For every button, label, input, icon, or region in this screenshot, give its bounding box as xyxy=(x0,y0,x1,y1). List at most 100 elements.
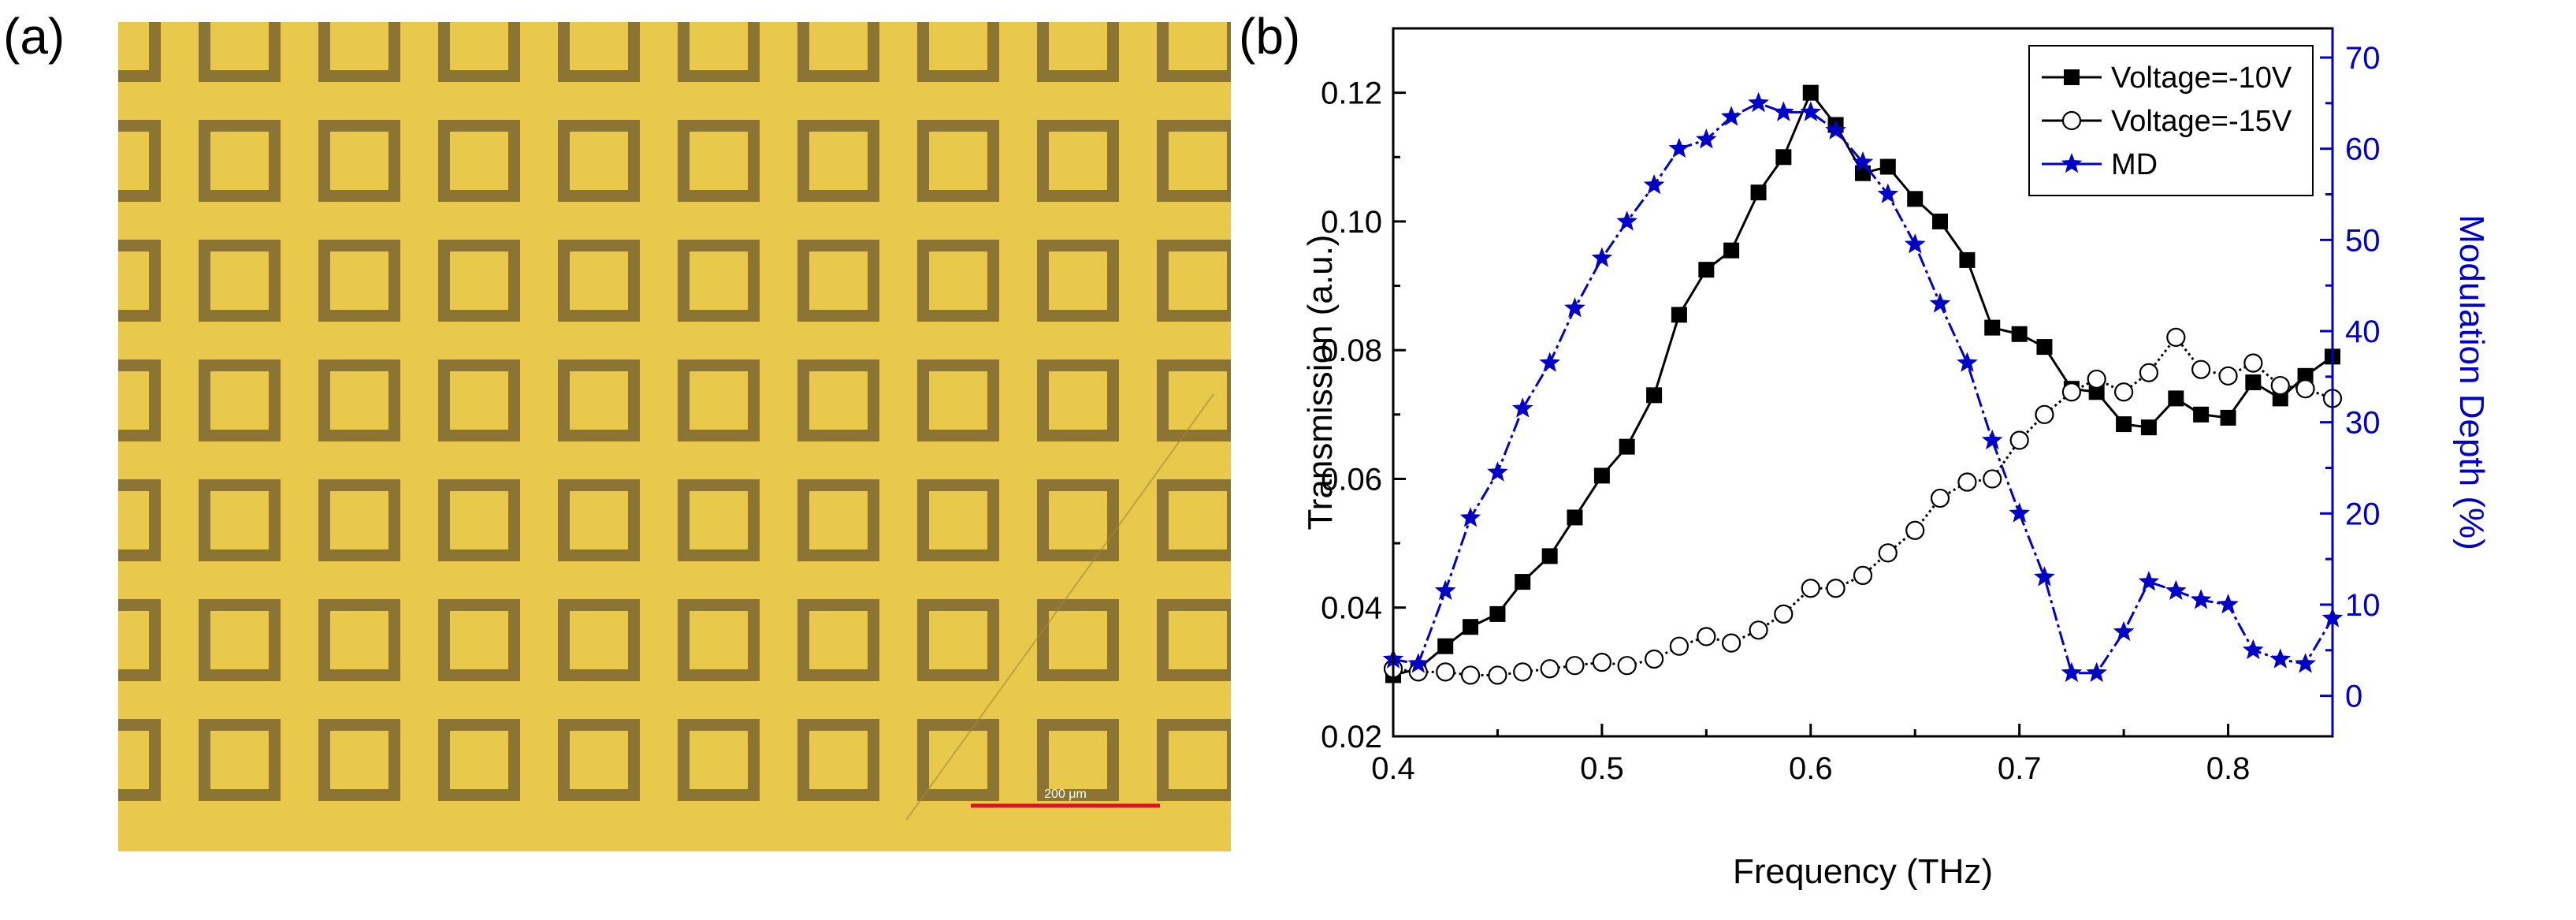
data-point xyxy=(1511,397,1533,418)
square-ring xyxy=(1157,719,1231,801)
data-point xyxy=(1407,653,1429,673)
square-ring xyxy=(318,359,400,441)
panel-b-label: (b) xyxy=(1239,8,1300,65)
square-ring xyxy=(797,479,879,561)
data-point xyxy=(2061,661,2083,683)
x-axis-title: Frequency (THz) xyxy=(1733,852,1993,891)
data-point xyxy=(1668,137,1690,158)
square-ring xyxy=(199,719,281,801)
data-point xyxy=(2243,639,2264,660)
data-point xyxy=(2009,502,2030,523)
data-point xyxy=(1775,149,1792,166)
data-point xyxy=(2193,406,2210,423)
x-tick-labels: 0.4 0.5 0.6 0.7 0.8 xyxy=(1371,751,2250,786)
square-ring xyxy=(1037,479,1119,561)
data-point xyxy=(1877,183,1899,203)
y2-tick-label: 50 xyxy=(2345,223,2381,258)
square-ring xyxy=(438,359,520,441)
data-point xyxy=(1773,101,1794,121)
y2-tick-label: 40 xyxy=(2345,315,2381,349)
data-point xyxy=(1489,605,1506,622)
axis-ticks xyxy=(1392,27,2334,738)
square-ring xyxy=(678,599,760,681)
transmission-chart: 0.4 0.5 0.6 0.7 0.8 0.02 0.04 0.06 0.08 0.10 0.12… xyxy=(1301,27,2491,891)
x-tick-label: 0.5 xyxy=(1580,751,1624,786)
y-tick-label: 0.12 xyxy=(1321,76,1382,111)
square-ring xyxy=(797,240,879,322)
y-tick-label: 0.06 xyxy=(1321,462,1382,497)
square-ring xyxy=(678,22,760,82)
data-point xyxy=(1904,233,1926,254)
data-point xyxy=(1774,604,1794,624)
square-ring xyxy=(438,719,520,801)
data-point xyxy=(2243,353,2263,373)
data-point xyxy=(2116,416,2132,433)
square-ring xyxy=(558,120,640,202)
series-line xyxy=(1392,335,2333,676)
data-point xyxy=(1459,507,1481,527)
chart-legend: Voltage=-10V Voltage=-15V MD xyxy=(2028,45,2314,196)
data-point xyxy=(2168,390,2184,407)
data-point xyxy=(1800,101,1822,121)
square-ring xyxy=(1037,359,1119,441)
data-point xyxy=(1540,659,1559,679)
data-point xyxy=(1646,387,1663,404)
square-ring xyxy=(118,120,161,202)
square-ring xyxy=(1157,240,1231,322)
square-ring xyxy=(438,479,520,561)
data-point xyxy=(2114,382,2134,402)
square-ring xyxy=(199,22,281,82)
data-point xyxy=(1720,106,1742,126)
data-point xyxy=(1567,509,1583,526)
square-ring xyxy=(1037,120,1119,202)
data-point xyxy=(1932,213,1949,229)
data-point xyxy=(1643,173,1665,195)
square-ring xyxy=(1037,719,1119,801)
square-ring xyxy=(118,22,161,82)
data-point xyxy=(1878,543,1898,563)
y2-tick-label: 20 xyxy=(2345,497,2381,531)
legend-marker xyxy=(2061,110,2082,131)
data-point xyxy=(2217,594,2239,614)
square-ring xyxy=(797,599,879,681)
legend-item: Voltage=-15V xyxy=(2042,105,2292,138)
data-point xyxy=(2140,419,2157,436)
data-point xyxy=(2034,566,2055,587)
square-ring xyxy=(797,359,879,441)
y2-tick-label: 70 xyxy=(2345,41,2381,76)
data-point xyxy=(2061,382,2081,402)
y-tick-label: 0.08 xyxy=(1321,333,1382,368)
data-point xyxy=(1929,292,1951,313)
panel-a-label: (a) xyxy=(3,8,65,65)
square-ring xyxy=(558,479,640,561)
scale-bar-text: 200 μm xyxy=(1044,788,1087,801)
data-point xyxy=(1750,184,1767,201)
data-point xyxy=(1801,579,1820,598)
square-ring xyxy=(678,719,760,801)
square-ring xyxy=(318,120,400,202)
legend-item: MD xyxy=(2042,148,2158,181)
square-ring xyxy=(1157,359,1231,441)
square-ring xyxy=(797,22,879,82)
square-ring xyxy=(438,22,520,82)
data-point xyxy=(1488,665,1507,685)
data-point xyxy=(2270,375,2290,396)
square-ring xyxy=(1037,22,1119,82)
data-point xyxy=(1957,472,1977,492)
data-point xyxy=(1591,247,1613,267)
square-ring xyxy=(797,120,879,202)
square-ring xyxy=(1157,22,1231,82)
square-ring xyxy=(438,240,520,322)
data-point xyxy=(1959,251,1976,268)
square-ring-array xyxy=(118,22,1231,801)
square-ring xyxy=(199,599,281,681)
micrograph-image: 200 μm xyxy=(118,22,1231,851)
square-ring xyxy=(558,240,640,322)
square-ring xyxy=(318,599,400,681)
y-tick-labels: 0.02 0.04 0.06 0.08 0.10 0.12 xyxy=(1321,76,1382,754)
data-point xyxy=(2165,579,2187,600)
data-point xyxy=(1565,656,1585,676)
data-point xyxy=(2036,339,2053,356)
x-tick-label: 0.8 xyxy=(2206,751,2251,786)
data-point xyxy=(1619,438,1635,455)
